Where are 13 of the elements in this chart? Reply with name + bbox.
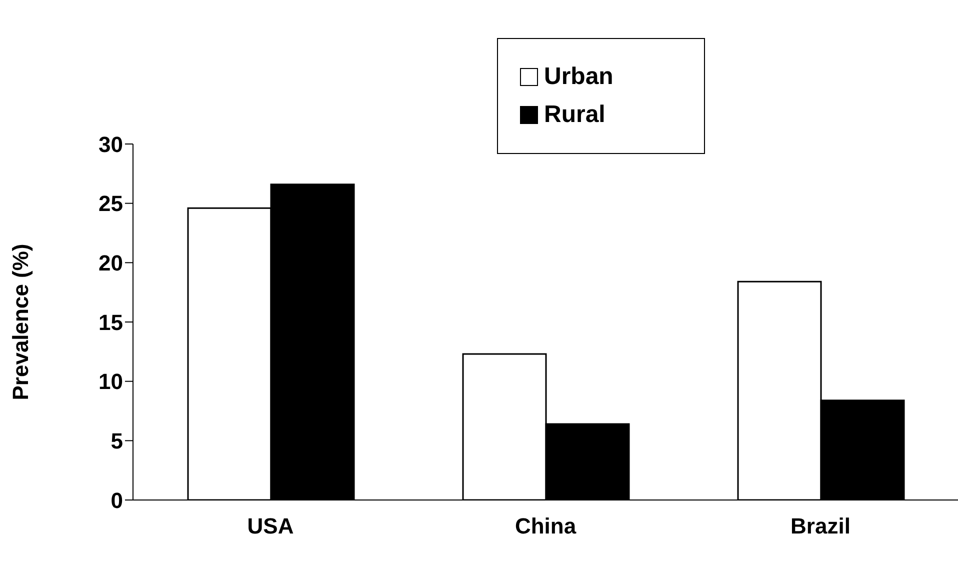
x-tick-label: Brazil bbox=[790, 514, 850, 539]
y-axis-title: Prevalence (%) bbox=[8, 244, 33, 400]
y-tick-label: 15 bbox=[98, 310, 123, 335]
y-tick-label: 10 bbox=[98, 369, 123, 394]
x-tick-label: USA bbox=[247, 514, 294, 539]
y-tick-label: 20 bbox=[98, 250, 123, 276]
y-tick-label: 0 bbox=[110, 488, 123, 513]
x-tick-label: China bbox=[514, 514, 577, 539]
legend-label: Urban bbox=[544, 63, 614, 91]
legend-label: Rural bbox=[544, 101, 606, 129]
y-tick-label: 5 bbox=[110, 428, 123, 454]
y-tick-label: 30 bbox=[98, 132, 123, 157]
y-tick-label: 25 bbox=[98, 191, 123, 216]
